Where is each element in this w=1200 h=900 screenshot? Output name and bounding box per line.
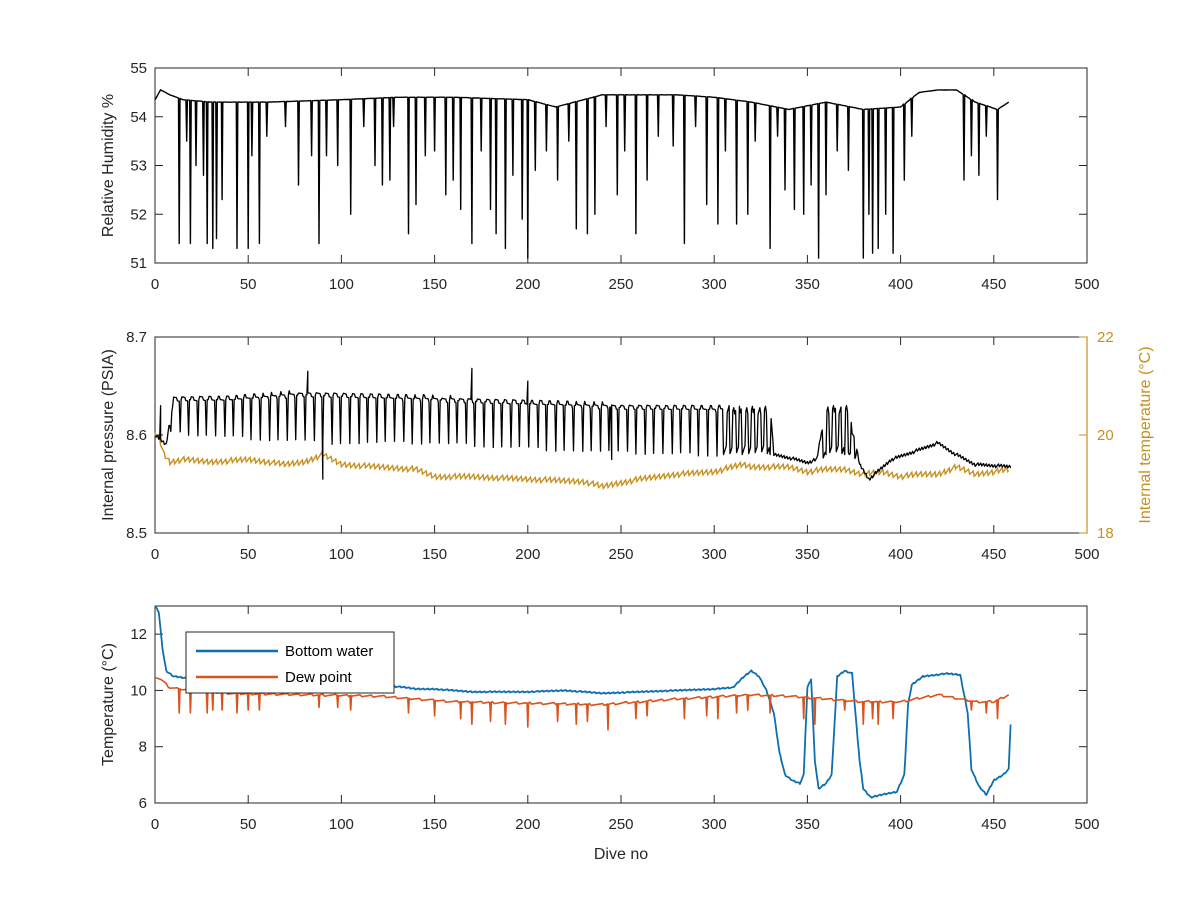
x-tick-label: 250 (608, 546, 633, 563)
y-tick-label: 8.5 (126, 525, 147, 542)
x-tick-label: 300 (702, 816, 727, 833)
x-tick-label: 0 (151, 816, 159, 833)
legend: Bottom water Dew point (185, 631, 395, 694)
dew-point-line (154, 676, 1010, 731)
internal-temperature-line (154, 432, 1010, 491)
axes-frame (154, 336, 1088, 534)
x-tick-label: 300 (702, 546, 727, 563)
x-axis-title: Dive no (594, 846, 648, 863)
x-tick-label: 350 (795, 546, 820, 563)
x-tick-label: 200 (515, 816, 540, 833)
y-tick-label: 10 (130, 682, 147, 699)
x-tick-label: 350 (795, 816, 820, 833)
x-tick-label: 500 (1074, 276, 1099, 293)
x-tick-label: 350 (795, 276, 820, 293)
internal-pressure-line (154, 367, 1012, 481)
humidity-panel: 0 50 100 150 200 250 300 350 400 450 500 51 52 53 54 55… (100, 60, 1100, 293)
axes-frame (154, 67, 1088, 264)
x-tick-label: 450 (981, 276, 1006, 293)
y-tick-label: 55 (130, 60, 147, 77)
x-tick-label: 300 (702, 276, 727, 293)
right-y-axis-title: Internal temperature (°C) (1137, 346, 1154, 523)
y-tick-label: 53 (130, 158, 147, 175)
x-tick-label: 450 (981, 816, 1006, 833)
x-tick-label: 0 (151, 276, 159, 293)
x-tick-label: 100 (329, 816, 354, 833)
x-tick-label: 400 (888, 546, 913, 563)
y-axis-title: Relative Humidity % (100, 94, 117, 237)
x-tick-label: 500 (1074, 816, 1099, 833)
right-y-tick-label: 18 (1097, 525, 1114, 542)
x-tick-label: 100 (329, 546, 354, 563)
y-tick-label: 51 (130, 255, 147, 272)
y-tick-label: 12 (130, 626, 147, 643)
right-y-tick-label: 22 (1097, 329, 1114, 346)
x-tick-label: 150 (422, 276, 447, 293)
x-tick-label: 50 (240, 816, 257, 833)
y-tick-label: 54 (130, 109, 147, 126)
x-tick-label: 150 (422, 816, 447, 833)
humidity-line (154, 89, 1010, 259)
x-tick-label: 200 (515, 276, 540, 293)
y-tick-label: 52 (130, 206, 147, 223)
x-tick-label: 0 (151, 546, 159, 563)
legend-label-bottom-water: Bottom water (285, 643, 373, 660)
x-tick-label: 250 (608, 276, 633, 293)
x-tick-label: 450 (981, 546, 1006, 563)
x-tick-label: 50 (240, 276, 257, 293)
legend-box (185, 631, 395, 694)
x-tick-label: 500 (1074, 546, 1099, 563)
right-y-tick-label: 20 (1097, 427, 1114, 444)
x-tick-label: 250 (608, 816, 633, 833)
y-tick-label: 8.6 (126, 427, 147, 444)
y-axis-title: Internal pressure (PSIA) (100, 349, 117, 521)
x-tick-label: 200 (515, 546, 540, 563)
x-tick-label: 400 (888, 276, 913, 293)
legend-label-dew-point: Dew point (285, 669, 353, 686)
y-tick-label: 8.7 (126, 329, 147, 346)
x-tick-label: 400 (888, 816, 913, 833)
y-tick-label: 6 (139, 795, 147, 812)
x-tick-label: 150 (422, 546, 447, 563)
pressure-temperature-panel: 0 50 100 150 200 250 300 350 400 450 500 8.5 8.6 8.7 I… (100, 329, 1154, 563)
x-tick-label: 100 (329, 276, 354, 293)
y-axis-title: Temperature (°C) (100, 643, 117, 766)
y-tick-label: 8 (139, 739, 147, 756)
x-tick-label: 50 (240, 546, 257, 563)
temperature-panel: 0 50 100 150 200 250 300 350 400 450 500 6 8 10 12 Temp… (100, 605, 1100, 863)
